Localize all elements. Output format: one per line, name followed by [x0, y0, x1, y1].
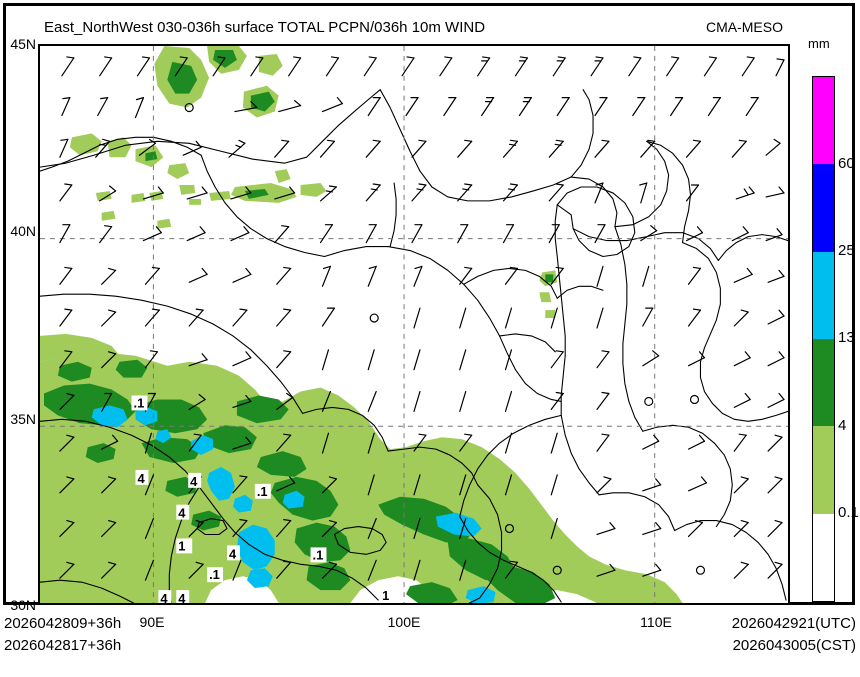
colorbar-unit-label: mm [808, 36, 830, 51]
lat-label-30n: 30N [10, 597, 36, 613]
colorbar-segment-4-13 [813, 338, 834, 427]
svg-text:4: 4 [137, 471, 145, 486]
svg-text:4: 4 [178, 591, 186, 603]
svg-text:1: 1 [382, 588, 389, 603]
footer-init-utc: 2026042809+36h [4, 615, 122, 632]
wind-barbs [59, 56, 785, 581]
colorbar-segment-25-60 [813, 164, 834, 252]
footer-init-cst: 2026042817+36h [4, 637, 122, 654]
lat-label-45n: 45N [10, 36, 36, 52]
map-plot-area[interactable]: .1 4 4 4 4 4 4 .1 1 [38, 44, 790, 605]
svg-text:.1: .1 [209, 567, 220, 582]
footer-valid-utc: 2026042921(UTC) [731, 615, 856, 632]
colorbar-segment-13-25 [813, 251, 834, 339]
lat-label-40n: 40N [10, 223, 36, 239]
lon-label-100e: 100E [387, 614, 421, 630]
svg-text:.1: .1 [313, 547, 324, 562]
svg-text:4: 4 [178, 506, 186, 521]
colorbar [812, 76, 835, 602]
colorbar-segment-0-01 [813, 513, 834, 601]
colorbar-segment-60plus [813, 77, 834, 165]
lon-label-90e: 90E [139, 614, 165, 630]
svg-text:1: 1 [178, 538, 185, 553]
colorbar-segment-01-4 [813, 426, 834, 514]
colorbar-tick-01: 0.1 [838, 504, 859, 521]
svg-text:.1: .1 [257, 484, 268, 499]
svg-text:.1: .1 [134, 395, 145, 410]
colorbar-tick-4: 4 [838, 417, 847, 434]
colorbar-tick-60: 60 [838, 155, 855, 172]
svg-text:4: 4 [160, 591, 168, 603]
precip-shading [40, 46, 683, 603]
colorbar-tick-13: 13 [838, 329, 855, 346]
contour-labels: .1 4 4 4 4 4 4 .1 1 [131, 395, 394, 603]
lat-label-35n: 35N [10, 411, 36, 427]
footer-valid-cst: 2026043005(CST) [732, 637, 856, 654]
lon-label-110e: 110E [640, 614, 672, 630]
map-canvas: .1 4 4 4 4 4 4 .1 1 [40, 46, 788, 603]
svg-text:4: 4 [229, 546, 237, 561]
page-title: East_NorthWest 030-036h surface TOTAL PC… [44, 19, 486, 36]
model-label: CMA-MESO [706, 19, 783, 35]
colorbar-tick-25: 25 [838, 242, 855, 259]
grid-lines [40, 46, 788, 603]
svg-text:4: 4 [190, 474, 198, 489]
map-borders [40, 89, 788, 603]
